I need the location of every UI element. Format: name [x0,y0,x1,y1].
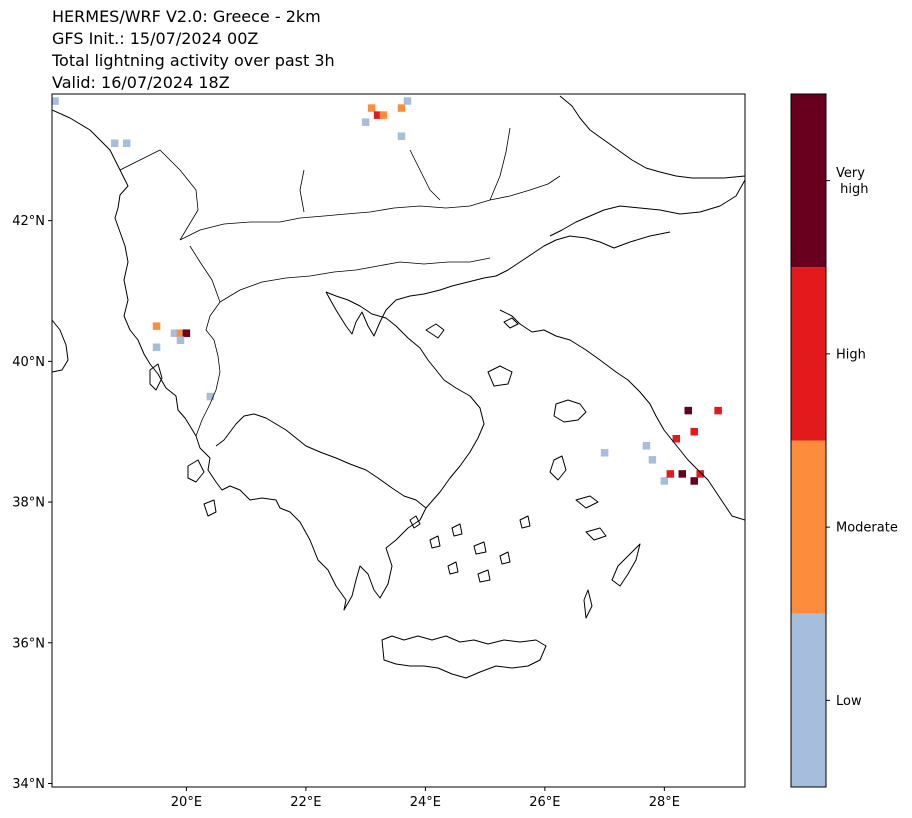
colorbar-segment [791,613,826,787]
lightning-cell [690,427,698,436]
colorbar-label: Very high [836,166,868,197]
lightning-cell [52,97,59,105]
title-variable: Total lightning activity over past 3h [52,51,335,70]
rhodes-coastline [611,543,641,587]
lat-tick-label: 34°N [12,777,45,792]
lightning-cell [648,456,657,464]
lightning-cell [672,434,681,443]
colorbar-segment [791,94,826,268]
adriatic-coastline [52,109,197,437]
colorbar-label: High [836,347,866,362]
kos-coastline [585,527,607,541]
colorbar-segment [791,440,826,614]
lightning-cell [714,406,722,415]
turkey-coastline [499,179,745,521]
greece-north-border [219,257,491,303]
lon-tick-label: 20°E [171,795,202,810]
lightning-cell [170,329,179,337]
title-model: HERMES/WRF V2.0: Greece - 2km [52,7,321,26]
lightning-cell [678,470,687,478]
lightning-cell [206,392,215,401]
lightning-cell [176,329,185,337]
lightning-cell [379,111,388,119]
chios-coastline [549,455,567,481]
colorbar-frame [790,93,827,788]
aegean-west-coastline [325,291,485,509]
lightning-cells-layer [52,97,722,485]
balkans-borders [119,127,561,303]
coastlines-borders [52,95,745,679]
lightning-cell [397,104,406,112]
lesvos-coastline [553,399,587,423]
lightning-cell [660,477,669,485]
kefalonia-coastline [187,459,205,483]
map-title: HERMES/WRF V2.0: Greece - 2km GFS Init.:… [52,6,335,94]
lon-tick-label: 22°E [290,795,321,810]
lat-tick-label: 40°N [12,355,45,370]
lat-tick-label: 42°N [12,214,45,229]
lon-tick-label: 28°E [649,795,680,810]
lightning-cell [361,118,370,126]
samos-coastline [575,495,599,509]
cyclades-islands [409,515,531,583]
thrace-coastline [559,95,745,179]
lightning-cell [176,336,185,344]
lightning-cell [110,139,119,147]
lightning-cell [690,477,698,485]
lightning-cell [182,329,191,337]
lon-tick-label: 26°E [529,795,560,810]
colorbar-segment [791,267,826,441]
lightning-cell [696,470,704,478]
thasos-coastline [425,323,445,339]
longitude-axis: 20°E 22°E 24°E 26°E 28°E [171,787,680,810]
lightning-cell [666,470,675,478]
corfu-coastline [149,363,163,391]
lat-tick-label: 38°N [12,496,45,511]
samothraki-coastline [503,317,519,329]
title-valid: Valid: 16/07/2024 18Z [52,73,230,92]
colorbar-label: Moderate [836,521,898,536]
lightning-cell [684,406,692,415]
latitude-axis: 34°N 36°N 38°N 40°N 42°N [12,214,52,792]
colorbar: Low Moderate High Very high [790,93,898,788]
colorbar-label: Low [836,694,862,709]
map-frame [51,93,746,788]
lightning-cell [122,139,131,147]
lon-tick-label: 24°E [410,795,441,810]
western-greece-coastline [195,435,397,611]
map-content [52,95,745,679]
lightning-cell [152,322,161,330]
title-init: GFS Init.: 15/07/2024 00Z [52,29,259,48]
zakynthos-coastline [203,499,217,517]
lemnos-coastline [487,365,513,387]
map-panel [52,94,745,787]
lightning-cell [152,343,161,352]
corinth-attica-coastline [215,413,427,541]
albania-greece-border [195,301,221,437]
chalkidiki-coastline [325,231,671,337]
lightning-cell [600,449,609,457]
lightning-cell [642,442,651,450]
italy-coastline [52,319,69,373]
lightning-cell [373,111,382,119]
crete-coastline [381,635,547,679]
lat-tick-label: 36°N [12,636,45,651]
lightning-cell [403,97,412,105]
lightning-cell [367,104,376,112]
lightning-cell [397,132,406,140]
karpathos-coastline [583,589,593,619]
